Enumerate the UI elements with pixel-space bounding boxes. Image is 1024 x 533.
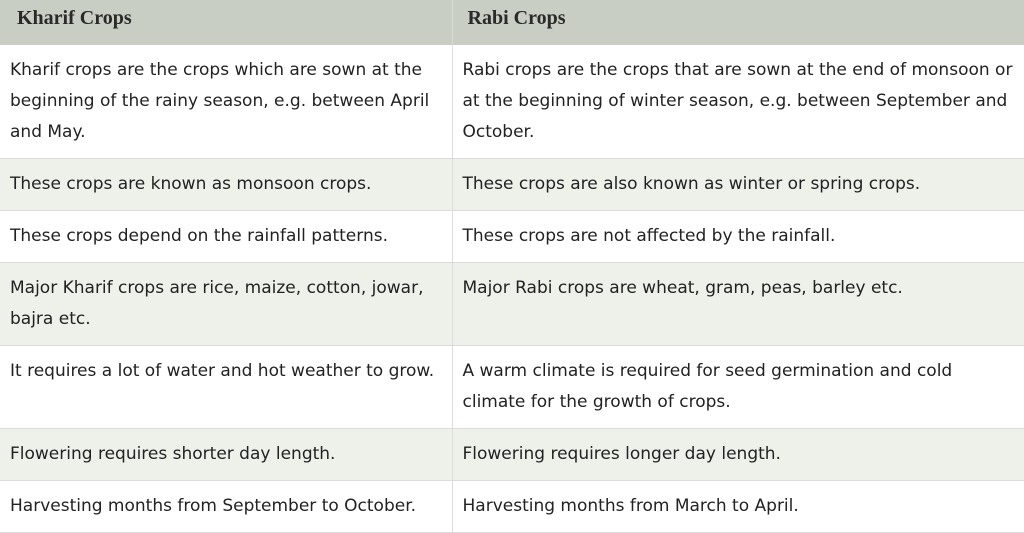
rabi-cell: These crops are also known as winter or … [452,158,1024,211]
kharif-cell: Major Kharif crops are rice, maize, cott… [0,262,453,346]
kharif-cell: Kharif crops are the crops which are sow… [0,45,453,159]
header-row: Kharif Crops Rabi Crops [0,0,1024,45]
rabi-cell: Major Rabi crops are wheat, gram, peas, … [452,262,1024,346]
rabi-cell: Harvesting months from March to April. [452,480,1024,533]
kharif-cell: Flowering requires shorter day length. [0,428,453,481]
header-rabi-crops: Rabi Crops [452,0,1024,45]
kharif-cell: It requires a lot of water and hot weath… [0,345,453,429]
table-row: Flowering requires shorter day length. F… [0,428,1024,481]
kharif-cell: Harvesting months from September to Octo… [0,480,453,533]
table-header: Kharif Crops Rabi Crops [0,0,1024,45]
table-row: These crops depend on the rainfall patte… [0,210,1024,263]
table-row: Kharif crops are the crops which are sow… [0,45,1024,159]
rabi-cell: A warm climate is required for seed germ… [452,345,1024,429]
table-row: These crops are known as monsoon crops. … [0,158,1024,211]
kharif-cell: These crops are known as monsoon crops. [0,158,453,211]
rabi-cell: Rabi crops are the crops that are sown a… [452,45,1024,159]
kharif-cell: These crops depend on the rainfall patte… [0,210,453,263]
table-body: Kharif crops are the crops which are sow… [0,45,1024,533]
rabi-cell: These crops are not affected by the rain… [452,210,1024,263]
table-row: It requires a lot of water and hot weath… [0,345,1024,429]
table-row: Harvesting months from September to Octo… [0,480,1024,533]
header-kharif-crops: Kharif Crops [0,0,453,45]
rabi-cell: Flowering requires longer day length. [452,428,1024,481]
table-row: Major Kharif crops are rice, maize, cott… [0,262,1024,346]
